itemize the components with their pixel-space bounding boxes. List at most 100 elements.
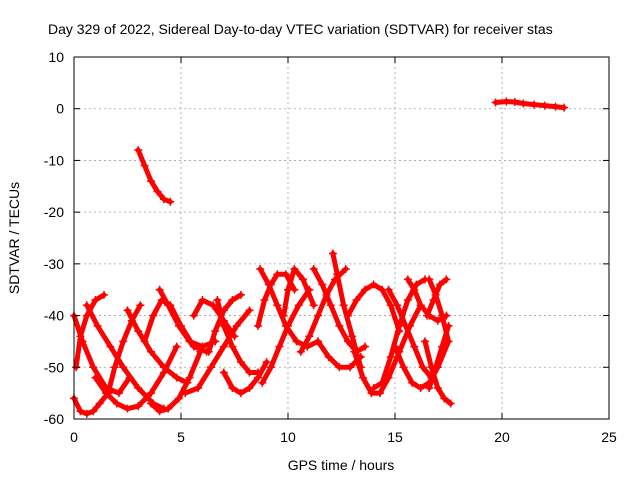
data-point	[185, 337, 194, 346]
data-point	[134, 146, 143, 155]
data-point	[386, 352, 395, 361]
data-point	[134, 402, 143, 411]
data-point	[442, 275, 451, 284]
data-point	[198, 342, 207, 351]
data-point	[367, 389, 376, 398]
series-arc-31	[403, 275, 451, 325]
data-point	[403, 296, 412, 305]
data-point	[284, 285, 292, 294]
data-point	[313, 311, 322, 320]
data-point	[281, 270, 290, 279]
data-point	[174, 394, 183, 403]
data-point	[114, 389, 123, 398]
data-point	[245, 368, 254, 377]
x-tick-label: 0	[70, 429, 78, 445]
series-arc-21	[279, 265, 318, 320]
series-line	[157, 287, 218, 350]
data-point	[294, 301, 303, 310]
series-line	[125, 307, 190, 386]
chart-title: Day 329 of 2022, Sidereal Day-to-day VTE…	[48, 21, 553, 37]
series-line	[426, 323, 451, 391]
data-point	[140, 161, 149, 170]
data-point	[403, 275, 412, 284]
data-point	[106, 342, 115, 351]
series-arc-07	[91, 342, 181, 413]
data-point	[352, 296, 361, 305]
data-point	[236, 389, 245, 398]
data-point	[76, 407, 85, 416]
data-point	[104, 389, 113, 398]
x-tick-label: 5	[177, 429, 185, 445]
data-point	[425, 275, 434, 284]
data-point	[273, 301, 282, 310]
x-axis-label: GPS time / hours	[288, 457, 395, 473]
data-point	[260, 296, 269, 305]
data-point	[219, 342, 228, 351]
y-tick-label: -10	[44, 152, 64, 168]
data-point	[204, 347, 213, 356]
data-point	[431, 363, 440, 372]
series-arc-26	[343, 280, 404, 336]
data-point	[361, 342, 370, 351]
data-point	[136, 301, 145, 310]
data-point	[256, 265, 265, 274]
series-line	[148, 349, 203, 414]
data-point	[174, 321, 183, 330]
data-point	[418, 363, 427, 372]
data-point	[401, 321, 410, 330]
data-point	[232, 321, 241, 330]
data-point	[378, 378, 387, 387]
data-point	[219, 368, 228, 377]
data-point	[341, 265, 350, 274]
data-point	[119, 363, 128, 372]
data-point	[305, 332, 314, 341]
data-point	[425, 383, 434, 392]
data-point	[211, 327, 220, 336]
data-point	[254, 373, 263, 382]
data-point	[346, 363, 355, 372]
data-point	[326, 301, 335, 310]
data-point	[245, 306, 254, 315]
series-arc-01	[134, 146, 175, 206]
data-point	[82, 301, 91, 310]
data-point	[435, 280, 444, 289]
data-point	[560, 103, 569, 112]
data-point	[185, 373, 194, 382]
data-point	[155, 285, 164, 294]
data-point	[147, 399, 156, 408]
series-arc-25	[328, 249, 365, 372]
data-point	[318, 280, 327, 289]
data-point	[228, 296, 237, 305]
data-point	[112, 399, 121, 408]
series-line	[405, 276, 449, 324]
data-point	[530, 100, 539, 109]
data-point	[147, 389, 156, 398]
series-arc-16	[213, 296, 263, 377]
data-point	[328, 249, 337, 258]
data-point	[335, 321, 344, 330]
x-tick-label: 20	[494, 429, 510, 445]
data-point	[333, 270, 342, 279]
data-point	[361, 285, 370, 294]
data-point	[149, 311, 158, 320]
data-point	[502, 97, 511, 106]
data-point	[410, 342, 419, 351]
data-point	[438, 311, 447, 320]
data-point	[264, 280, 273, 289]
data-point	[446, 399, 455, 408]
series-line	[92, 344, 180, 412]
data-point	[298, 275, 307, 284]
x-tick-label: 10	[280, 429, 296, 445]
series-line	[259, 287, 312, 386]
data-point	[444, 321, 453, 330]
series-line	[255, 271, 297, 329]
data-point	[213, 296, 222, 305]
series-arc-15	[204, 290, 245, 356]
data-point	[296, 347, 305, 356]
data-point	[275, 342, 284, 351]
data-point	[431, 290, 440, 299]
data-point	[219, 321, 228, 330]
data-point	[420, 337, 429, 346]
data-point	[309, 301, 318, 310]
